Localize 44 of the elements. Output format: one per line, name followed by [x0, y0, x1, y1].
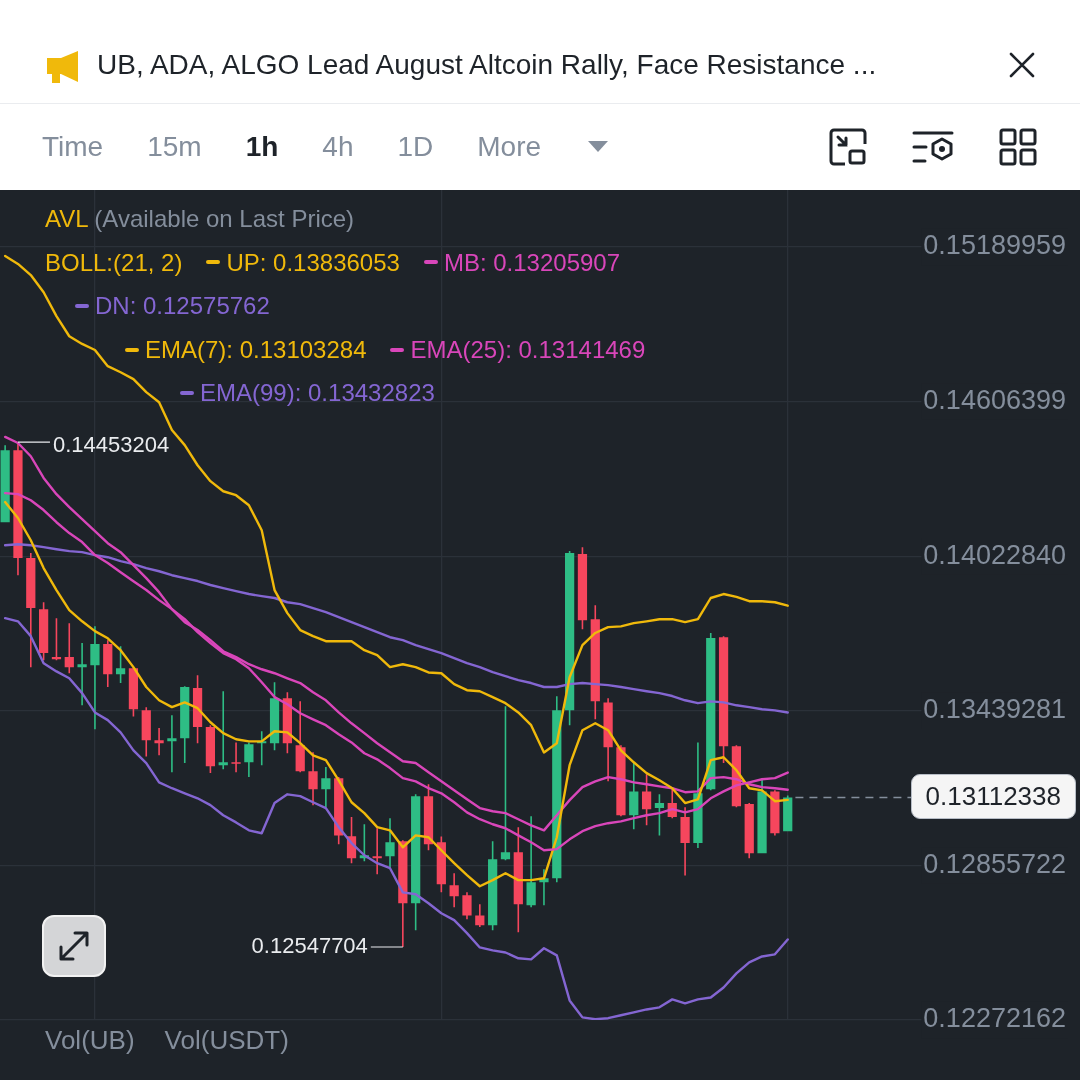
- annotation: 0.14453204: [52, 432, 170, 458]
- y-tick-label: 0.14606399: [923, 385, 1066, 416]
- candlestick: [321, 767, 331, 808]
- candlestick: [64, 623, 74, 674]
- candlestick: [231, 742, 241, 773]
- candlestick: [308, 752, 318, 806]
- candlestick: [680, 807, 690, 876]
- y-tick-label: 0.12855722: [923, 848, 1066, 879]
- legend-label: DN: 0.12575762: [95, 291, 270, 322]
- y-tick-label: 0.12272162: [923, 1003, 1066, 1034]
- annotation: 0.12547704: [251, 933, 368, 959]
- legend-label: UP: 0.13836053: [226, 247, 400, 278]
- legend-label: EMA(7): 0.13103284: [145, 334, 367, 365]
- text: 1h: [245, 130, 279, 164]
- candlestick: [244, 742, 254, 778]
- y-tick-label: 0.15189959: [923, 230, 1066, 261]
- candlestick: [757, 778, 767, 854]
- candlestick: [385, 818, 395, 868]
- text: Time: [42, 130, 104, 164]
- chart-title: UB, ADA, ALGO Lead August Altcoin Rally, Face Resistance ...: [97, 48, 877, 82]
- candlestick: [154, 728, 164, 756]
- candlestick: [449, 873, 459, 908]
- text: 4h: [322, 130, 354, 164]
- candlestick: [475, 904, 485, 928]
- y-tick-label: 0.13439281: [923, 694, 1066, 725]
- text: Vol(UB): [45, 1024, 135, 1057]
- text: Vol(USDT): [164, 1024, 289, 1057]
- candlestick: [372, 828, 382, 875]
- candlestick: [167, 715, 177, 773]
- candlestick: [77, 643, 87, 706]
- text: 15m: [147, 130, 202, 164]
- annotation: BOLL:(21, 2): [45, 247, 183, 278]
- candlestick: [462, 892, 472, 920]
- candlestick: [526, 816, 536, 908]
- y-tick-label: 0.14022840: [923, 539, 1066, 570]
- legend-label: MB: 0.13205907: [443, 247, 621, 278]
- text: 1D: [397, 130, 434, 164]
- candlestick: [90, 626, 100, 730]
- annotation: AVL (Available on Last Price): [45, 205, 355, 232]
- text: More: [477, 130, 542, 164]
- candlestick: [218, 691, 228, 770]
- ref-line-label: 0.13112338: [910, 774, 1076, 820]
- legend-label: EMA(99): 0.13432823: [200, 378, 435, 409]
- legend-label: EMA(25): 0.13141469: [410, 334, 646, 365]
